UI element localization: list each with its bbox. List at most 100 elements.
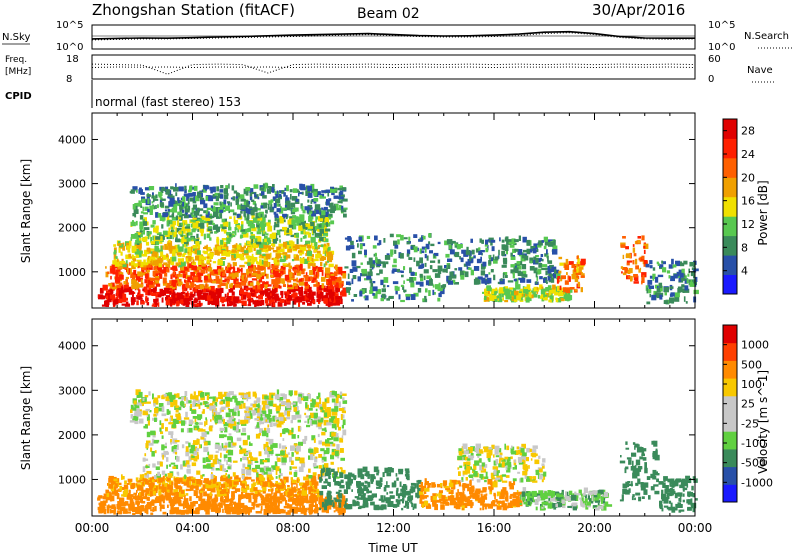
data-cell xyxy=(626,260,633,263)
data-cell xyxy=(215,196,219,202)
data-cell xyxy=(165,189,170,195)
data-cell xyxy=(530,246,536,252)
data-cell xyxy=(175,492,180,497)
data-cell xyxy=(307,302,312,306)
data-cell xyxy=(151,451,155,457)
data-cell xyxy=(532,292,536,296)
data-cell xyxy=(203,186,207,193)
data-cell xyxy=(146,504,152,509)
data-cell xyxy=(316,226,321,232)
data-cell xyxy=(152,250,157,255)
data-cell xyxy=(481,239,484,244)
data-cell xyxy=(226,268,231,274)
data-cell xyxy=(192,443,198,446)
data-cell xyxy=(137,233,142,238)
data-cell xyxy=(179,295,184,300)
data-cell xyxy=(248,510,250,516)
data-cell xyxy=(323,298,328,304)
data-cell xyxy=(424,253,427,259)
data-cell xyxy=(195,507,197,512)
data-cell xyxy=(202,250,205,253)
data-cell xyxy=(177,227,182,231)
data-cell xyxy=(282,226,288,231)
data-cell xyxy=(278,243,284,247)
data-cell xyxy=(421,246,427,250)
data-cell xyxy=(261,430,267,437)
data-cell xyxy=(137,505,142,512)
data-cell xyxy=(142,263,147,268)
data-cell xyxy=(174,200,178,206)
data-cell xyxy=(546,252,549,259)
data-cell xyxy=(524,274,528,278)
data-cell xyxy=(335,299,341,306)
data-cell xyxy=(160,236,163,241)
data-cell xyxy=(203,441,208,446)
data-cell xyxy=(251,260,255,265)
data-cell xyxy=(248,206,253,209)
data-cell xyxy=(150,236,153,243)
data-cell xyxy=(344,237,348,240)
data-cell xyxy=(242,506,248,512)
data-cell xyxy=(306,191,311,194)
data-cell xyxy=(242,475,245,480)
data-cell xyxy=(222,280,227,283)
data-cell xyxy=(662,267,667,273)
data-cell xyxy=(329,441,334,444)
data-cell xyxy=(409,277,415,283)
data-cell xyxy=(214,454,218,460)
data-cell xyxy=(651,294,657,301)
data-cell xyxy=(272,272,278,278)
data-cell xyxy=(321,428,327,431)
data-cell xyxy=(478,252,480,255)
data-cell xyxy=(152,303,155,307)
data-cell xyxy=(334,476,340,479)
data-cell xyxy=(315,265,318,270)
data-cell xyxy=(199,240,202,245)
data-cell xyxy=(178,186,184,192)
data-cell xyxy=(135,477,139,482)
data-cell xyxy=(294,270,300,273)
data-cell xyxy=(554,269,557,275)
data-cell xyxy=(192,501,198,504)
data-cell xyxy=(331,448,336,455)
data-cell xyxy=(113,478,118,482)
data-cell xyxy=(160,486,163,490)
data-cell xyxy=(188,295,192,301)
data-cell xyxy=(335,507,339,512)
data-cell xyxy=(276,246,282,253)
data-cell xyxy=(488,255,491,259)
data-cell xyxy=(271,303,273,307)
data-cell xyxy=(414,272,417,276)
data-cell xyxy=(447,258,453,262)
data-cell xyxy=(289,244,296,250)
data-cell xyxy=(299,265,303,271)
data-cell xyxy=(372,245,377,249)
data-cell xyxy=(446,267,448,273)
data-cell xyxy=(632,247,636,253)
data-cell xyxy=(253,242,257,248)
data-cell xyxy=(265,253,271,260)
data-cell xyxy=(284,417,287,421)
data-cell xyxy=(129,240,132,247)
data-cell xyxy=(285,302,291,305)
data-cell xyxy=(197,193,202,198)
data-cell xyxy=(118,274,124,280)
data-cell xyxy=(185,280,189,284)
data-cell xyxy=(131,498,134,505)
data-cell xyxy=(193,276,199,282)
data-cell xyxy=(186,498,189,504)
data-cell xyxy=(246,213,250,220)
data-cell xyxy=(292,466,298,469)
data-cell xyxy=(491,246,495,252)
data-cell xyxy=(325,261,328,266)
data-cell xyxy=(184,509,190,514)
data-cell xyxy=(328,213,333,217)
data-cell xyxy=(233,479,239,482)
data-cell xyxy=(218,445,222,451)
data-cell xyxy=(226,221,229,228)
data-cell xyxy=(161,480,166,485)
data-cell xyxy=(246,292,252,298)
data-cell xyxy=(511,296,514,302)
data-cell xyxy=(241,480,247,484)
data-cell xyxy=(331,501,334,505)
